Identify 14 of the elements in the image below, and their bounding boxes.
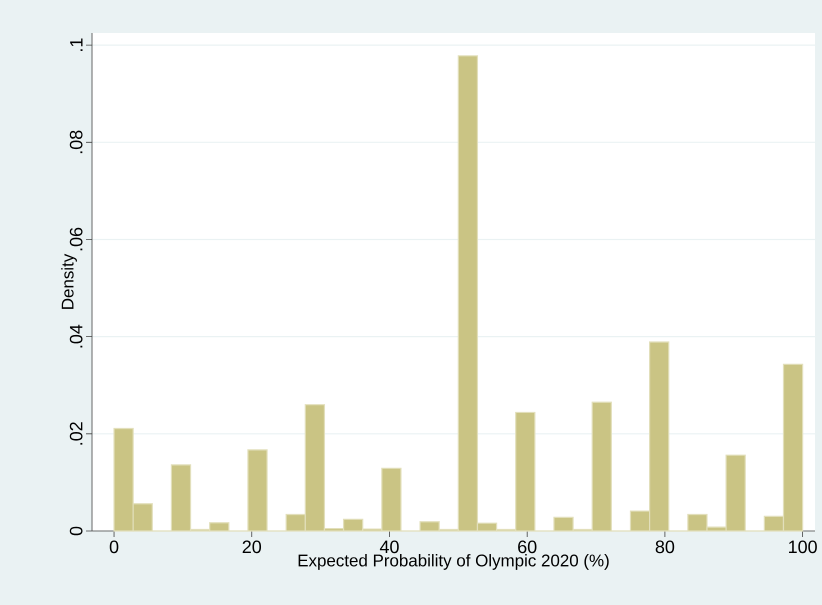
y-tick-label: .1 — [70, 38, 82, 51]
y-tick-label: .06 — [70, 228, 82, 250]
x-tick-label: 40 — [380, 540, 399, 554]
x-tick-label: 20 — [242, 540, 262, 554]
x-tick-label: 80 — [656, 540, 674, 554]
y-tick-label: 0 — [70, 526, 82, 536]
y-tick-label: .08 — [70, 130, 82, 154]
y-axis-title: Density — [61, 254, 77, 309]
x-tick-label: 0 — [110, 540, 118, 554]
x-tick-label: 60 — [518, 540, 536, 554]
y-tick-label: .04 — [70, 324, 82, 348]
x-axis-title: Expected Probability of Olympic 2020 (%) — [298, 554, 609, 570]
y-tick-label: .02 — [70, 422, 82, 445]
x-tick-label: 100 — [789, 540, 817, 554]
